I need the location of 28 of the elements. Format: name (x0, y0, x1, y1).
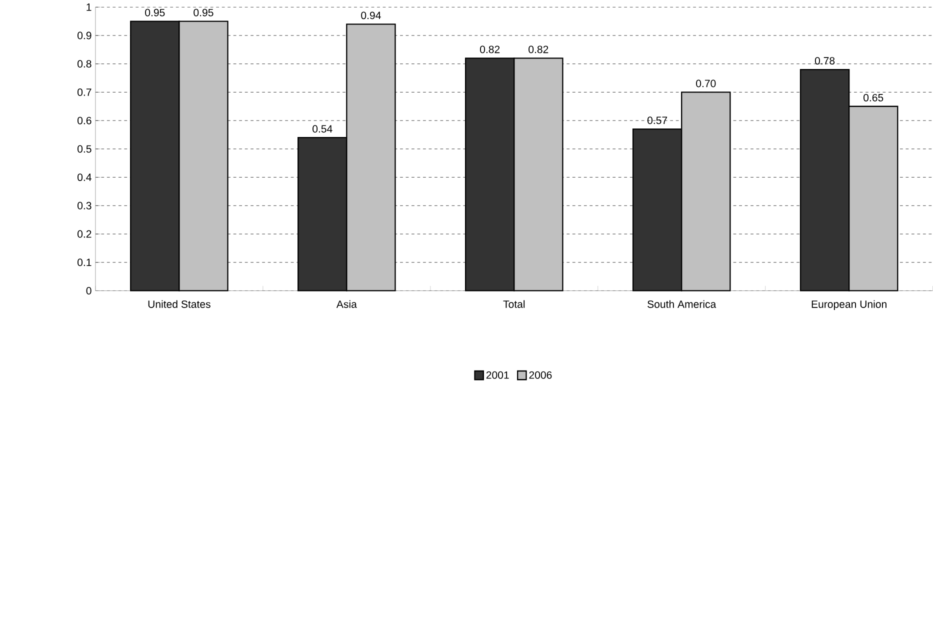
data-label: 0.65 (864, 94, 884, 102)
data-label: 0.57 (647, 116, 668, 124)
data-label: 0.54 (312, 125, 332, 133)
y-tick-label: 0.5 (78, 145, 92, 153)
y-tick-label: 1 (86, 4, 92, 11)
x-tick-label: South America (648, 300, 716, 308)
data-label: 0.70 (696, 80, 716, 88)
x-tick-label: United States (148, 300, 210, 308)
data-label: 0.95 (194, 8, 214, 16)
y-tick-label: 0.7 (78, 88, 92, 96)
y-tick-label: 0.3 (78, 202, 92, 210)
legend-label: 2006 (529, 371, 552, 379)
legend-label: 2001 (486, 371, 509, 379)
data-label: 0.95 (145, 8, 165, 16)
y-tick-label: 0.1 (78, 258, 92, 266)
x-tick-label: European Union (812, 300, 886, 310)
y-tick-label: 0.2 (78, 230, 92, 238)
data-label: 0.82 (480, 46, 500, 54)
y-tick-label: 0.6 (78, 116, 92, 124)
x-tick-label: Asia (336, 300, 357, 308)
data-label: 0.78 (814, 57, 835, 65)
y-tick-label: 0.4 (78, 174, 92, 182)
y-tick-label: 0 (86, 287, 92, 295)
data-label: 0.82 (528, 46, 548, 54)
x-tick-label: Total (503, 300, 525, 308)
data-label: 0.94 (361, 12, 381, 20)
y-tick-label: 0.8 (78, 60, 92, 68)
y-tick-label: 0.9 (78, 32, 92, 40)
